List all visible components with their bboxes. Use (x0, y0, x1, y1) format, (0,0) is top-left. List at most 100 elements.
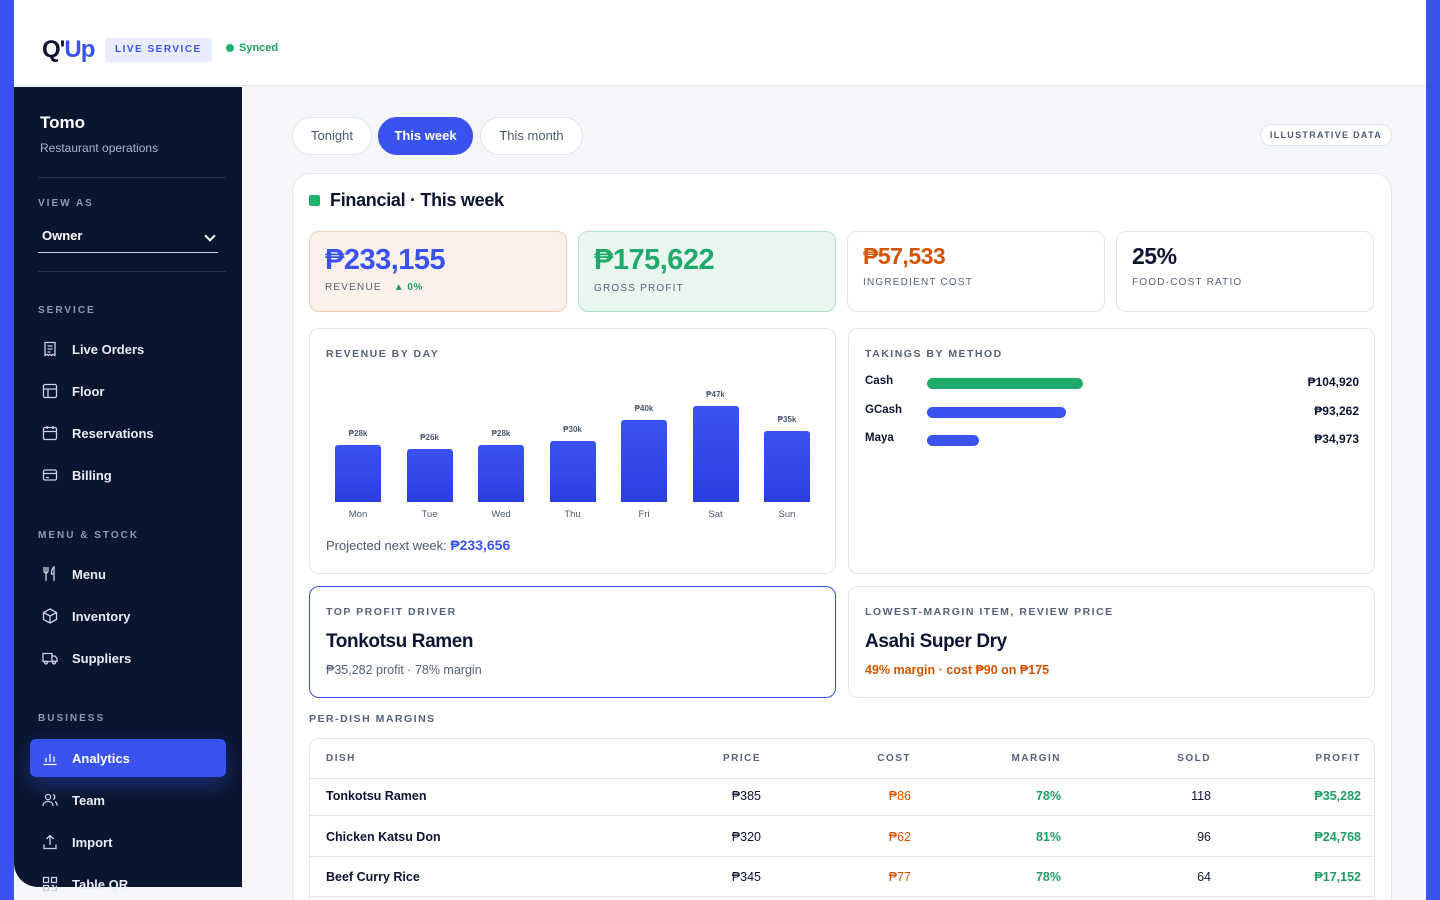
takings-row-gcash: GCash ₱93,262 (865, 404, 1359, 420)
day-tick-label: Tue (421, 509, 438, 520)
bar-fri[interactable] (621, 420, 667, 502)
column-header-price[interactable]: PRICE (722, 753, 761, 764)
revenue-value: ₱233,155 (325, 244, 446, 276)
day-tick-label: Sat (708, 509, 723, 520)
per-dish-margins-table: DISH PRICE COST MARGIN SOLD PROFIT Tonkotsu Ra… (309, 738, 1375, 900)
sidebar-item-billing[interactable]: Billing (30, 456, 226, 494)
cell-margin: 81% (1035, 829, 1061, 844)
tab-this-week[interactable]: This week (378, 117, 473, 155)
cell-margin: 78% (1035, 789, 1061, 803)
day-tick-label: Wed (491, 509, 511, 520)
table-header-row: DISH PRICE COST MARGIN SOLD PROFIT (310, 739, 1374, 779)
sidebar-item-suppliers[interactable]: Suppliers (30, 639, 226, 677)
kpi-revenue: ₱233,155 REVENUE ▲ 0% (309, 231, 567, 312)
cell-sold: 64 (1197, 870, 1211, 884)
bar-wed[interactable] (478, 444, 524, 502)
takings-label: TAKINGS BY METHOD (865, 348, 1003, 360)
lowest-margin-label: LOWEST-MARGIN ITEM, REVIEW PRICE (865, 606, 1114, 618)
section-label-business: BUSINESS (38, 713, 106, 724)
restaurant-name: Tomo (40, 113, 86, 132)
lowest-margin-name: Asahi Super Dry (865, 631, 1007, 652)
table-row[interactable]: Beef Curry Rice ₱345 ₱77 78% 64 ₱17,152 (310, 857, 1374, 897)
box-icon (42, 608, 58, 624)
day-tick-label: Mon (348, 509, 368, 520)
top-driver-label: TOP PROFIT DRIVER (326, 606, 457, 618)
projected-next-week: Projected next week: ₱233,656 (326, 537, 511, 553)
calendar-icon (42, 426, 58, 441)
kpi-gross-profit: ₱175,622 GROSS PROFIT (578, 231, 836, 312)
method-amount: ₱93,262 (1314, 403, 1359, 418)
method-name: Maya (865, 432, 894, 444)
sidebar-item-inventory[interactable]: Inventory (30, 597, 226, 635)
illustrative-data-badge: ILLUSTRATIVE DATA (1259, 124, 1392, 146)
takings-row-maya: Maya ₱34,973 (865, 432, 1359, 448)
utensils-icon (43, 566, 55, 581)
cell-cost: ₱77 (888, 870, 911, 884)
bar-sun[interactable] (764, 430, 810, 502)
app-logo[interactable]: Q'Up (42, 36, 95, 63)
food-cost-ratio-label: FOOD-COST RATIO (1132, 277, 1243, 288)
tab-tonight[interactable]: Tonight (292, 117, 372, 155)
cell-cost: ₱62 (888, 829, 911, 844)
sidebar-item-menu[interactable]: Menu (30, 555, 226, 593)
sidebar-item-live-orders[interactable]: Live Orders (30, 330, 226, 368)
status-dot-icon (226, 44, 234, 52)
truck-icon (42, 652, 58, 665)
section-label-menu-stock: MENU & STOCK (38, 530, 140, 541)
bar-mon[interactable] (335, 444, 381, 502)
bar-chart-icon (43, 754, 57, 766)
restaurant-subtitle: Restaurant operations (40, 141, 159, 155)
cell-sold: 118 (1191, 789, 1211, 803)
live-service-badge: LIVE SERVICE (105, 38, 212, 62)
method-name: Cash (865, 375, 894, 387)
tab-this-month[interactable]: This month (480, 117, 583, 155)
cell-price: ₱320 (731, 829, 761, 844)
sidebar-item-analytics[interactable]: Analytics (30, 739, 226, 777)
sidebar-item-import[interactable]: Import (30, 823, 226, 861)
column-header-cost[interactable]: COST (877, 753, 911, 764)
bar-sat[interactable] (692, 406, 739, 502)
lowest-margin-detail: 49% margin · cost ₱90 on ₱175 (865, 663, 1050, 677)
takings-by-method-panel: TAKINGS BY METHOD Cash ₱104,920 GCash ₱93,2… (848, 328, 1375, 574)
lowest-margin-panel: LOWEST-MARGIN ITEM, REVIEW PRICE Asahi S… (848, 586, 1375, 698)
credit-card-icon (42, 469, 58, 481)
method-bar (927, 378, 1083, 389)
top-driver-name: Tonkotsu Ramen (326, 631, 474, 652)
day-tick-label: Thu (564, 509, 581, 520)
cell-cost: ₱86 (888, 789, 911, 803)
bar-tue[interactable] (406, 448, 453, 502)
sync-status: Synced (226, 42, 278, 54)
sidebar-item-team[interactable]: Team (30, 781, 226, 819)
divider (38, 271, 226, 272)
view-as-label: VIEW AS (38, 198, 94, 209)
gross-profit-value: ₱175,622 (594, 244, 715, 276)
kpi-food-cost-ratio: 25% FOOD-COST RATIO (1116, 231, 1374, 312)
revenue-label: REVENUE ▲ 0% (325, 282, 423, 293)
top-profit-driver-panel: TOP PROFIT DRIVER Tonkotsu Ramen ₱35,282… (309, 586, 836, 698)
ingredient-cost-label: INGREDIENT COST (863, 277, 974, 288)
food-cost-ratio-value: 25% (1132, 243, 1177, 269)
sidebar-item-reservations[interactable]: Reservations (30, 414, 226, 452)
column-header-dish[interactable]: DISH (326, 753, 356, 764)
chevron-down-icon (204, 230, 216, 242)
table-row[interactable]: Chicken Katsu Don ₱320 ₱62 81% 96 ₱24,768 (310, 817, 1374, 857)
per-dish-margins-label: PER-DISH MARGINS (309, 713, 436, 725)
column-header-margin[interactable]: MARGIN (1011, 753, 1061, 764)
qr-icon (42, 876, 58, 892)
sidebar-item-table-qr[interactable]: Table QR (30, 865, 226, 900)
financial-title: Financial · This week (309, 190, 504, 211)
method-bar (927, 406, 1066, 418)
method-name: GCash (865, 403, 903, 416)
bar-value-label: ₱28k (348, 428, 368, 438)
day-tick-label: Sun (778, 509, 796, 520)
users-icon (42, 793, 58, 807)
column-header-profit[interactable]: PROFIT (1315, 753, 1361, 764)
table-row[interactable]: Tonkotsu Ramen ₱385 ₱86 78% 118 ₱35,282 (310, 776, 1374, 816)
bar-thu[interactable] (549, 440, 596, 502)
column-header-sold[interactable]: SOLD (1177, 753, 1211, 764)
sidebar-item-floor[interactable]: Floor (30, 372, 226, 410)
view-as-select[interactable]: Owner (38, 223, 218, 253)
bar-value-label: ₱26k (420, 432, 439, 442)
method-bar (927, 435, 979, 446)
cell-sold: 96 (1197, 829, 1211, 844)
